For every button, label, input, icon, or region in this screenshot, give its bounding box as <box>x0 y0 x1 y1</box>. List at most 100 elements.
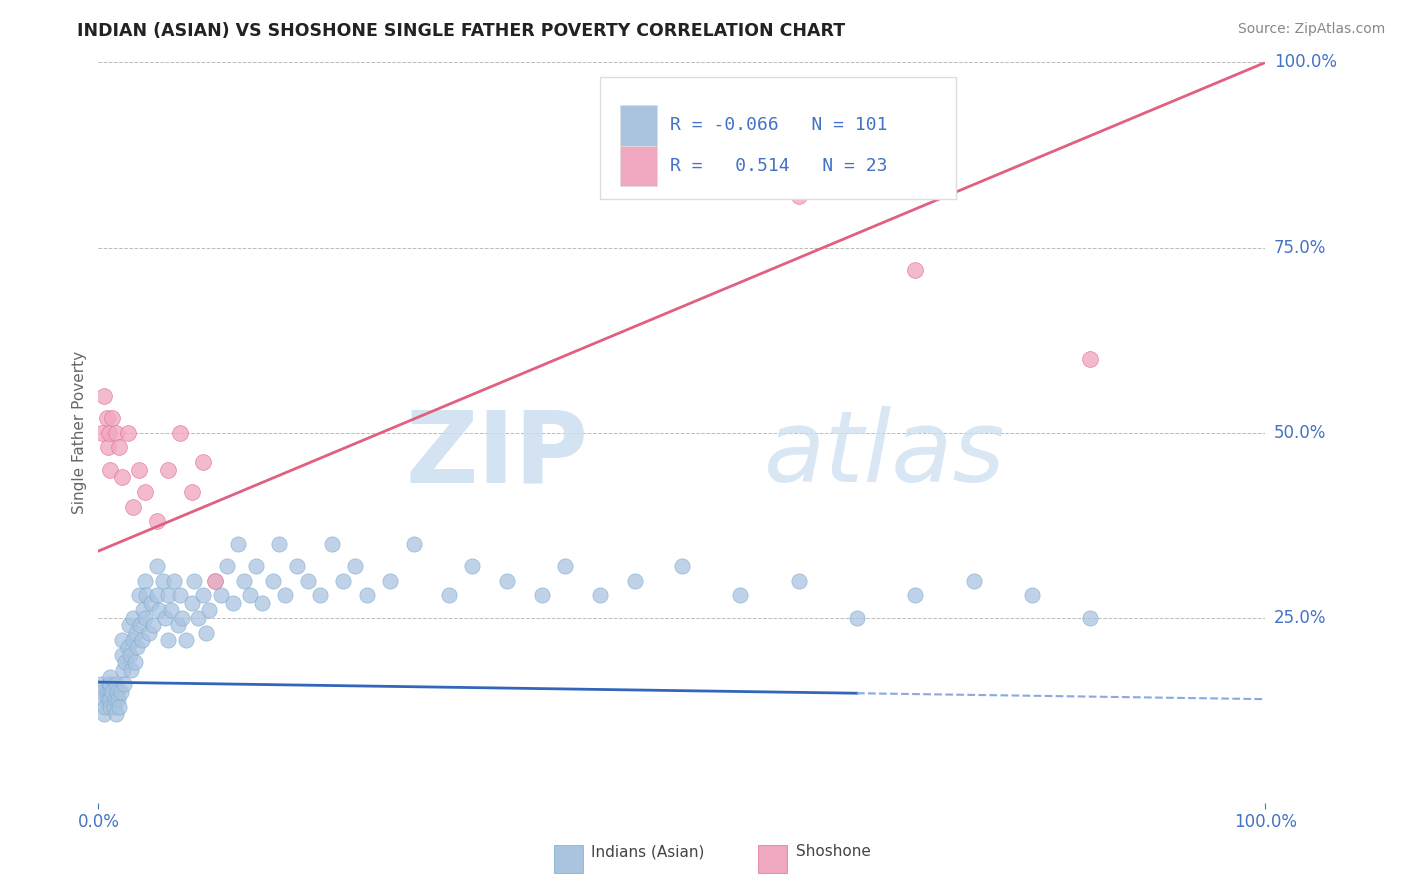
Point <box>245 558 267 573</box>
Point <box>193 589 215 603</box>
Point <box>120 663 142 677</box>
Point <box>122 500 145 514</box>
Point <box>97 441 120 455</box>
Point <box>134 574 156 588</box>
Point <box>187 610 209 624</box>
Point <box>169 425 191 440</box>
Point <box>671 558 693 573</box>
Point <box>174 632 197 647</box>
Point <box>117 425 139 440</box>
Point <box>98 677 121 691</box>
Text: INDIAN (ASIAN) VS SHOSHONE SINGLE FATHER POVERTY CORRELATION CHART: INDIAN (ASIAN) VS SHOSHONE SINGLE FATHER… <box>77 22 845 40</box>
Point <box>90 685 112 699</box>
Text: Source: ZipAtlas.com: Source: ZipAtlas.com <box>1237 22 1385 37</box>
Text: Shoshone: Shoshone <box>796 844 872 859</box>
Point <box>96 410 118 425</box>
Point <box>166 618 188 632</box>
Point <box>104 706 127 721</box>
Point <box>135 589 157 603</box>
Point <box>1080 351 1102 366</box>
Point <box>846 610 869 624</box>
Point <box>554 558 576 573</box>
Point <box>194 625 217 640</box>
Text: 25.0%: 25.0% <box>1274 608 1326 627</box>
Text: R = -0.066   N = 101: R = -0.066 N = 101 <box>671 116 887 135</box>
Point <box>262 574 284 588</box>
Point <box>904 262 927 277</box>
Point <box>157 589 180 603</box>
Text: 75.0%: 75.0% <box>1274 238 1326 257</box>
Point <box>461 558 484 573</box>
Text: R =   0.514   N = 23: R = 0.514 N = 23 <box>671 157 887 175</box>
Point <box>101 410 124 425</box>
Point <box>101 685 124 699</box>
Point <box>250 596 273 610</box>
Point <box>103 699 125 714</box>
Point <box>274 589 297 603</box>
Point <box>104 692 127 706</box>
Point <box>111 648 134 662</box>
Point <box>183 574 205 588</box>
Point <box>146 558 169 573</box>
Point <box>118 648 141 662</box>
Point <box>204 574 226 588</box>
Point <box>146 589 169 603</box>
Point <box>97 425 120 440</box>
Point <box>131 632 153 647</box>
Point <box>221 596 243 610</box>
Point <box>269 536 291 550</box>
Text: ZIP: ZIP <box>406 407 589 503</box>
Point <box>110 685 132 699</box>
Point <box>169 589 191 603</box>
Point <box>91 692 114 706</box>
Point <box>624 574 647 588</box>
Point <box>239 589 262 603</box>
Point <box>124 655 146 669</box>
FancyBboxPatch shape <box>620 105 658 145</box>
Point <box>356 589 378 603</box>
Point <box>98 692 121 706</box>
Point <box>125 625 148 640</box>
Point <box>139 596 162 610</box>
Point <box>332 574 354 588</box>
Point <box>589 589 612 603</box>
Point <box>1021 589 1043 603</box>
Point <box>108 699 131 714</box>
Point <box>172 610 194 624</box>
Point <box>215 558 238 573</box>
Point <box>1080 610 1102 624</box>
Point <box>134 484 156 499</box>
FancyBboxPatch shape <box>758 845 787 873</box>
Point <box>380 574 402 588</box>
Point <box>159 603 181 617</box>
Point <box>787 188 810 202</box>
Point <box>437 589 460 603</box>
Point <box>128 589 150 603</box>
Point <box>163 574 186 588</box>
Point <box>108 441 131 455</box>
Point <box>90 677 112 691</box>
Point <box>153 610 176 624</box>
Point <box>125 640 148 655</box>
Point <box>730 589 752 603</box>
Point <box>98 685 121 699</box>
Point <box>111 663 134 677</box>
Point <box>904 589 927 603</box>
Y-axis label: Single Father Poverty: Single Father Poverty <box>72 351 87 514</box>
Point <box>138 625 160 640</box>
Point <box>107 692 129 706</box>
Point <box>157 462 180 476</box>
Point <box>104 677 127 691</box>
Point <box>96 685 118 699</box>
Point <box>122 632 145 647</box>
Text: 50.0%: 50.0% <box>1274 424 1326 442</box>
Point <box>128 462 150 476</box>
Point <box>117 640 139 655</box>
Point <box>93 388 115 402</box>
Point <box>104 425 127 440</box>
Point <box>105 685 128 699</box>
Point <box>180 484 202 499</box>
Point <box>204 574 226 588</box>
Point <box>97 692 120 706</box>
Point <box>344 558 367 573</box>
